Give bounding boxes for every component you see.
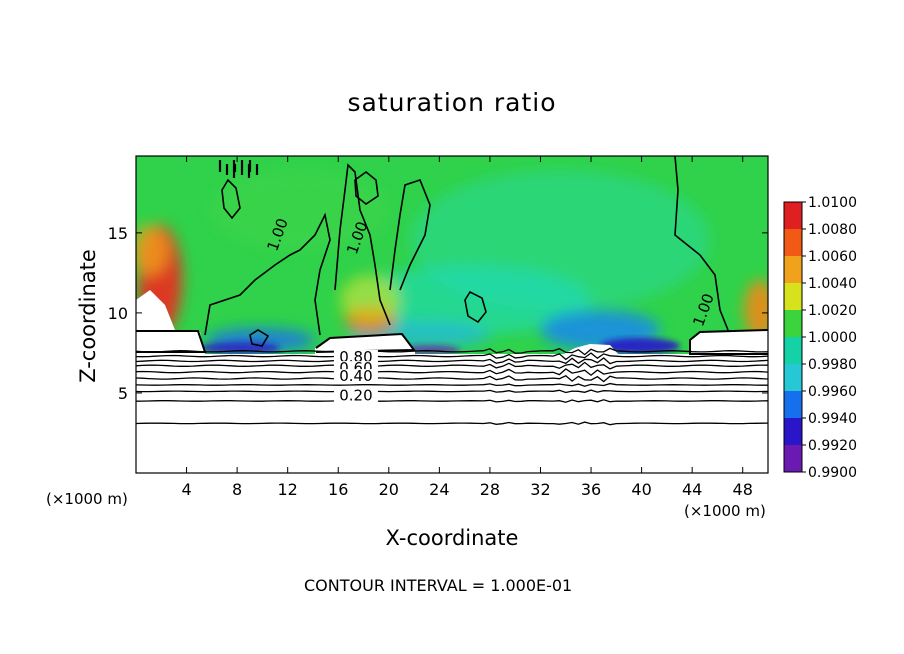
- colorbar-label: 1.0040: [808, 276, 857, 292]
- colorbar-label: 1.0100: [808, 195, 857, 211]
- x-axis-ticks: 4 8 12 16 20 24 28 32 36 40 44 48: [181, 156, 753, 499]
- y-tick-label: 15: [108, 224, 128, 243]
- stable-contour: [136, 361, 768, 370]
- x-tick-label: 32: [530, 480, 550, 499]
- chart-title: saturation ratio: [347, 88, 557, 117]
- contour-label-bg: [333, 349, 378, 364]
- colorbar: 0.9900 0.9920 0.9940 0.9960 0.9980 1.0000 1.00…: [783, 195, 857, 481]
- x-tick-label: 8: [232, 480, 242, 499]
- contour-1-00: [389, 179, 431, 291]
- stable-contour: [136, 382, 768, 387]
- plot-frame: [135, 155, 769, 474]
- colorbar-segment: [784, 283, 802, 310]
- contour-label: 0.40: [339, 367, 372, 385]
- subsaturated-layer: [136, 354, 768, 473]
- colorbar-label: 1.0080: [808, 222, 857, 238]
- colorbar-segment: [784, 391, 802, 418]
- x-tick-label: 40: [631, 480, 651, 499]
- colorbar-segment: [784, 364, 802, 391]
- cloud-outline: [689, 329, 768, 355]
- cloud-outline: [315, 332, 416, 353]
- colorbar-segment: [784, 202, 802, 229]
- colorbar-label: 0.9980: [808, 357, 857, 373]
- x-tick-label: 4: [181, 480, 191, 499]
- x-axis-label-text: X-coordinate: [385, 526, 519, 550]
- x-tick-label: 16: [328, 480, 348, 499]
- cloud-outline: [136, 330, 207, 353]
- heatmap-field: [136, 156, 768, 473]
- stable-contour: [136, 357, 768, 365]
- contour-1-00: [464, 290, 487, 324]
- colorbar-label: 1.0020: [808, 303, 857, 319]
- contour-1-00: [354, 170, 379, 205]
- stable-contour: [136, 375, 768, 383]
- x-tick-label: 20: [379, 480, 399, 499]
- contour-1-00: [249, 329, 270, 347]
- x-tick-label: 36: [581, 480, 601, 499]
- y-tick-label: 5: [118, 384, 128, 403]
- contour-label: 0.20: [339, 386, 372, 404]
- x-tick-label: 48: [733, 480, 753, 499]
- x-tick-label: 44: [682, 480, 702, 499]
- colorbar-segment: [784, 229, 802, 256]
- x-tick-label: 28: [480, 480, 500, 499]
- colorbar-label: 0.9920: [808, 438, 857, 454]
- contour-1-00: [334, 163, 391, 326]
- contour-1-00: [674, 156, 729, 331]
- colorbar-segment: [784, 310, 802, 337]
- colorbar-label: 1.0060: [808, 249, 857, 265]
- cloud-region-right: [690, 330, 768, 356]
- colorbar-label: 0.9940: [808, 411, 857, 427]
- contour-upper: [204, 156, 729, 347]
- stable-contour: [136, 421, 768, 426]
- colorbar-segment: [784, 418, 802, 445]
- stable-contour: [136, 368, 768, 377]
- x-unit-left: (×1000 m): [46, 490, 128, 508]
- stable-contour: [136, 352, 768, 361]
- contour-1-00: [221, 178, 241, 220]
- y-tick-label: 10: [108, 304, 128, 323]
- contour-1-00: [204, 212, 331, 336]
- colorbar-segment: [784, 337, 802, 364]
- x-tick-label: 12: [278, 480, 298, 499]
- colorbar-segment: [784, 256, 802, 283]
- x-unit-right: (×1000 m): [684, 502, 766, 520]
- contour-lines: [136, 329, 768, 426]
- y-axis-label: Z-coordinate: [76, 249, 100, 383]
- colorbar-label: 0.9900: [808, 465, 857, 481]
- contour-label-bg: [333, 369, 378, 384]
- colorbar-label: 1.0000: [808, 330, 857, 346]
- x-axis-label: X-coordinate: [0, 526, 904, 550]
- stable-contour: [136, 347, 768, 356]
- contour-label-bg: [333, 388, 378, 403]
- colorbar-segment: [784, 445, 802, 472]
- y-axis-ticks: 5 10 15: [108, 224, 768, 403]
- cloud-region-left: [136, 290, 205, 354]
- x-tick-label: 24: [429, 480, 449, 499]
- contour-interval-note: CONTOUR INTERVAL = 1.000E-01: [304, 576, 573, 595]
- colorbar-label: 0.9960: [808, 384, 857, 400]
- stable-contour: [136, 389, 768, 394]
- stable-contour: [136, 399, 768, 403]
